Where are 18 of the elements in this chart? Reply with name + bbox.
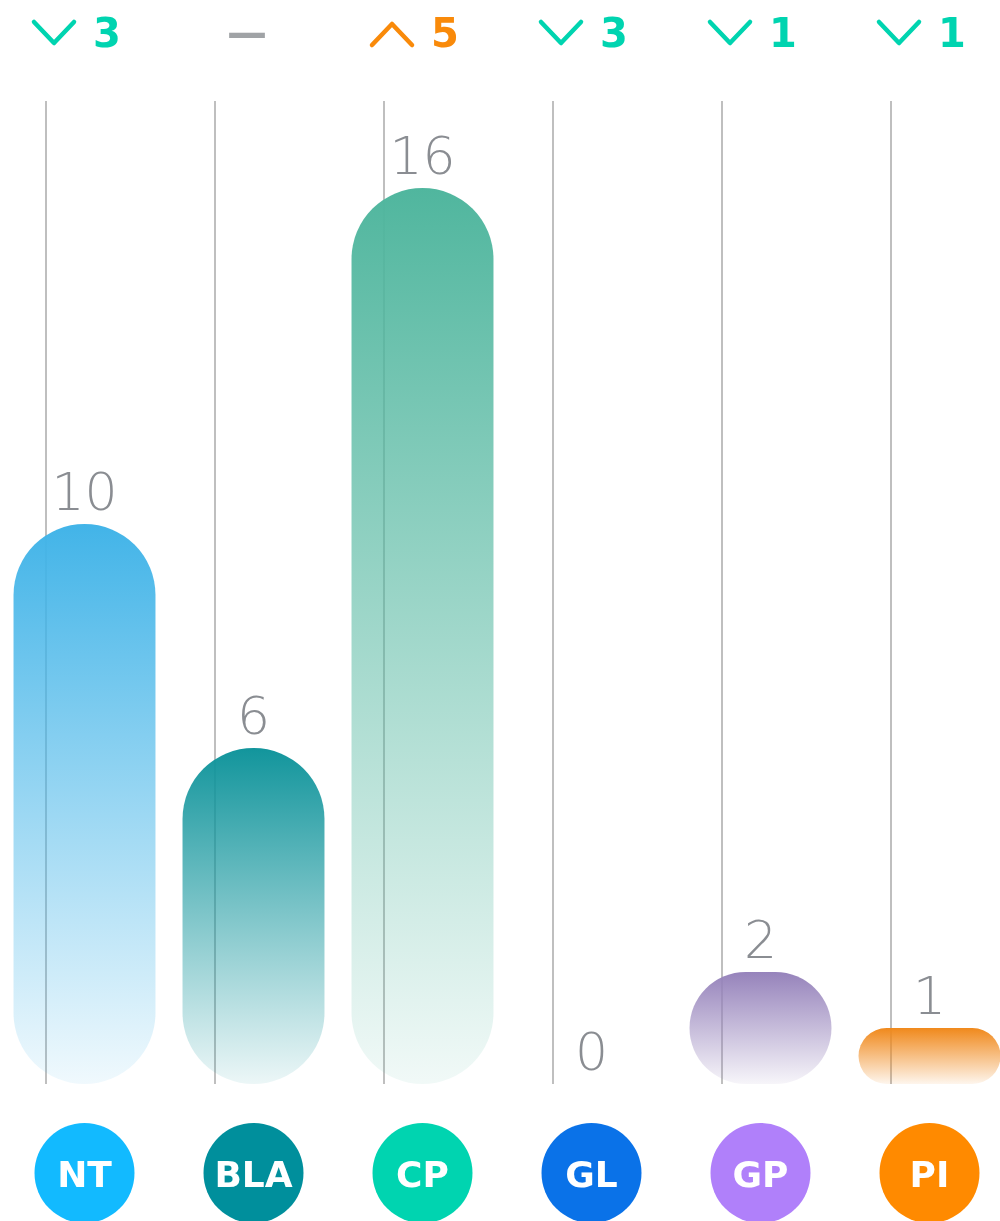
text: —: [227, 10, 267, 56]
x-tick-label: CP: [396, 1154, 449, 1195]
text: 1: [769, 10, 797, 56]
data-label: 6: [236, 686, 271, 746]
text: 3: [600, 10, 628, 56]
text: 3: [93, 10, 121, 56]
x-tick-label: PI: [909, 1154, 950, 1195]
text: 5: [431, 10, 459, 56]
data-label: 0: [574, 1022, 609, 1082]
x-tick-label: NT: [57, 1154, 113, 1195]
x-tick-label: GP: [732, 1154, 789, 1195]
text: 1: [938, 10, 966, 56]
data-label: 1: [912, 966, 947, 1026]
x-tick-label: GL: [565, 1154, 618, 1195]
x-tick-label: BLA: [214, 1154, 293, 1195]
data-label: 2: [743, 910, 778, 970]
data-label: 16: [389, 126, 456, 186]
data-label: 10: [51, 462, 118, 522]
